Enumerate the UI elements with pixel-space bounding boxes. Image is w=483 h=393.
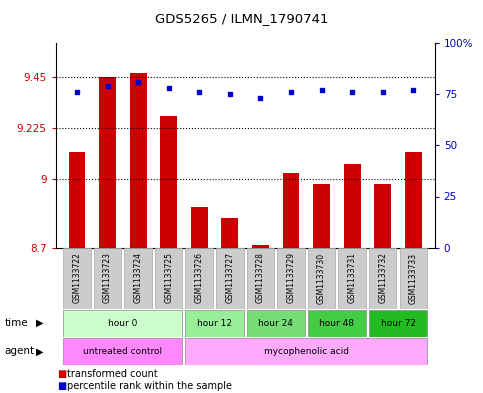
Bar [369, 248, 397, 309]
Bar [247, 248, 274, 309]
Bar [313, 184, 330, 248]
Text: GSM1133724: GSM1133724 [134, 252, 142, 303]
Text: time: time [5, 318, 28, 328]
Text: GSM1133726: GSM1133726 [195, 252, 204, 303]
Bar [374, 184, 391, 248]
Text: hour 48: hour 48 [319, 320, 355, 328]
Text: GSM1133728: GSM1133728 [256, 252, 265, 303]
Text: ▶: ▶ [36, 318, 44, 328]
Text: GSM1133732: GSM1133732 [378, 252, 387, 303]
Bar [308, 310, 366, 337]
Text: hour 12: hour 12 [197, 320, 232, 328]
Text: GSM1133727: GSM1133727 [226, 252, 234, 303]
Bar [277, 248, 305, 309]
Text: hour 24: hour 24 [258, 320, 293, 328]
Text: hour 72: hour 72 [381, 320, 415, 328]
Bar [130, 73, 146, 248]
Bar [344, 163, 360, 248]
Bar [63, 338, 183, 365]
Text: ■: ■ [57, 381, 66, 391]
Bar [185, 248, 213, 309]
Text: percentile rank within the sample: percentile rank within the sample [67, 381, 232, 391]
Text: GSM1133729: GSM1133729 [286, 252, 296, 303]
Bar [94, 248, 121, 309]
Bar [63, 248, 91, 309]
Bar [308, 248, 335, 309]
Text: hour 0: hour 0 [108, 320, 138, 328]
Bar [405, 152, 422, 248]
Bar [160, 116, 177, 248]
Text: GSM1133731: GSM1133731 [348, 252, 356, 303]
Text: GSM1133730: GSM1133730 [317, 252, 326, 303]
Text: agent: agent [5, 346, 35, 356]
Bar [399, 248, 427, 309]
Text: ■: ■ [57, 369, 66, 379]
Bar [69, 152, 85, 248]
Bar [63, 310, 183, 337]
Bar [247, 310, 305, 337]
Bar [369, 310, 427, 337]
Bar [99, 77, 116, 248]
Bar [283, 173, 299, 248]
Bar [216, 248, 243, 309]
Text: GSM1133725: GSM1133725 [164, 252, 173, 303]
Text: ▶: ▶ [36, 346, 44, 356]
Text: GSM1133723: GSM1133723 [103, 252, 112, 303]
Text: GDS5265 / ILMN_1790741: GDS5265 / ILMN_1790741 [155, 12, 328, 25]
Bar [221, 218, 238, 248]
Bar [252, 245, 269, 248]
Bar [124, 248, 152, 309]
Bar [191, 207, 208, 248]
Text: GSM1133733: GSM1133733 [409, 252, 418, 303]
Bar [339, 248, 366, 309]
Text: untreated control: untreated control [83, 347, 162, 356]
Text: GSM1133722: GSM1133722 [72, 252, 82, 303]
Bar [155, 248, 183, 309]
Bar [185, 310, 243, 337]
Bar [185, 338, 427, 365]
Text: transformed count: transformed count [67, 369, 157, 379]
Text: mycophenolic acid: mycophenolic acid [264, 347, 349, 356]
